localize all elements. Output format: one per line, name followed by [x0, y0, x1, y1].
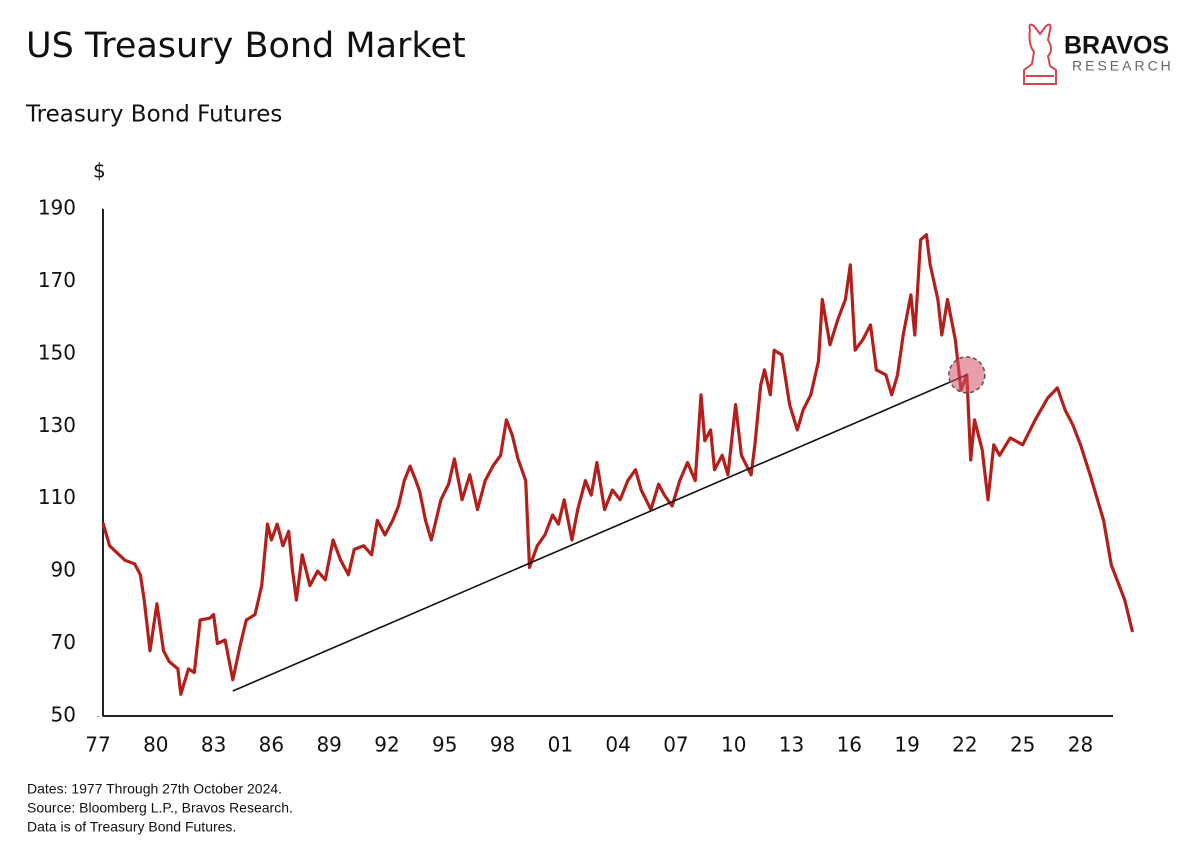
trend-line — [232, 374, 968, 692]
x-tick-label: 83 — [201, 733, 226, 757]
x-tick-label: 19 — [894, 733, 919, 757]
note: Dates: 1977 Through 27th October 2024. — [27, 781, 282, 797]
brand-sub: RESEARCH — [1072, 58, 1174, 74]
price-line — [101, 233, 1135, 696]
x-tick-label: 98 — [490, 733, 515, 757]
y-tick-label: 110 — [38, 485, 76, 509]
x-tick-label: 95 — [432, 733, 457, 757]
note: Source: Bloomberg L.P., Bravos Research. — [27, 800, 293, 816]
chart-subtitle: Treasury Bond Futures — [25, 102, 282, 128]
y-tick-label: 170 — [38, 268, 76, 292]
x-tick-label: 92 — [374, 733, 399, 757]
x-tick-label: 77 — [85, 733, 110, 757]
x-tick-label: 25 — [1010, 733, 1035, 757]
logo-icon — [1023, 23, 1057, 85]
x-tick-label: 13 — [779, 733, 804, 757]
note: Data is of Treasury Bond Futures. — [27, 819, 236, 835]
brand-name: BRAVOS — [1064, 32, 1169, 60]
x-tick-label: 89 — [316, 733, 341, 757]
y-tick-label: 130 — [38, 413, 76, 437]
x-tick-label: 07 — [663, 733, 688, 757]
x-tick-label: 04 — [605, 733, 630, 757]
y-tick-label: 50 — [51, 703, 76, 727]
y-tick-label: 150 — [38, 340, 76, 364]
x-tick-label: 80 — [143, 733, 168, 757]
y-tick-label: 70 — [51, 630, 76, 654]
x-tick-label: 10 — [721, 733, 746, 757]
y-tick-label: 190 — [38, 196, 76, 220]
x-tick-label: 01 — [548, 733, 573, 757]
x-tick-label: 16 — [837, 733, 862, 757]
y-unit-label: $ — [93, 159, 106, 183]
x-tick-label: 28 — [1068, 733, 1093, 757]
chart-title: US Treasury Bond Market — [26, 26, 466, 66]
highlight-marker — [948, 356, 986, 394]
x-tick-label: 86 — [259, 733, 284, 757]
x-tick-label: 22 — [952, 733, 977, 757]
y-tick-label: 90 — [51, 558, 76, 582]
